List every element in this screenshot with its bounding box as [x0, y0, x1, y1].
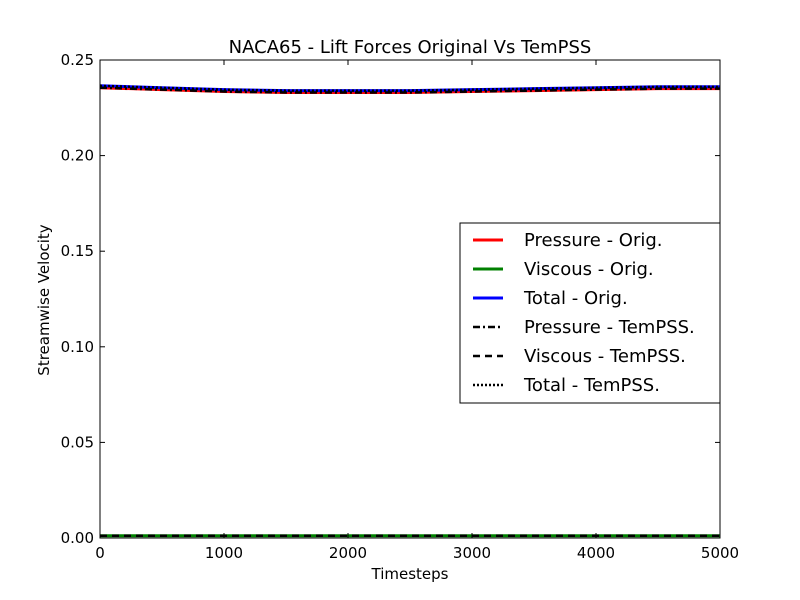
legend-label-2: Viscous - Orig. — [524, 259, 654, 280]
series-layer — [99, 84, 720, 538]
legend-label-5: Viscous - TemPSS. — [524, 346, 686, 367]
chart-title: NACA65 - Lift Forces Original Vs TemPSS — [229, 37, 592, 58]
y-tick-label: 0.10 — [61, 338, 94, 356]
legend: Pressure - Orig. Viscous - Orig. Total - O… — [459, 222, 721, 404]
x-tick-label: 3000 — [453, 544, 491, 562]
x-tick-label: 4000 — [577, 544, 615, 562]
x-tick-label: 0 — [95, 544, 105, 562]
legend-label-6: Total - TemPSS. — [523, 375, 660, 396]
legend-label-4: Pressure - TemPSS. — [524, 317, 695, 338]
x-axis-label: Timesteps — [371, 565, 449, 583]
legend-label-1: Pressure - Orig. — [524, 230, 663, 251]
y-axis-label: Streamwise Velocity — [35, 224, 53, 375]
x-tick-label: 5000 — [701, 544, 739, 562]
legend-box — [459, 222, 721, 404]
y-tick-label: 0.05 — [61, 433, 94, 451]
y-tick-label: 0.20 — [61, 147, 94, 165]
y-tick-label: 0.25 — [61, 51, 94, 69]
y-tick-label: 0.15 — [61, 242, 94, 260]
series-line-4 — [99, 86, 720, 94]
y-tick-label: 0.00 — [61, 529, 94, 547]
ticks-layer: 0 1000 2000 3000 4000 5000 0.00 0.05 0.10 0.15 0.2… — [61, 51, 740, 562]
legend-label-3: Total - Orig. — [523, 288, 628, 309]
x-tick-label: 1000 — [205, 544, 243, 562]
series-line-6 — [99, 84, 720, 92]
x-tick-label: 2000 — [329, 544, 367, 562]
